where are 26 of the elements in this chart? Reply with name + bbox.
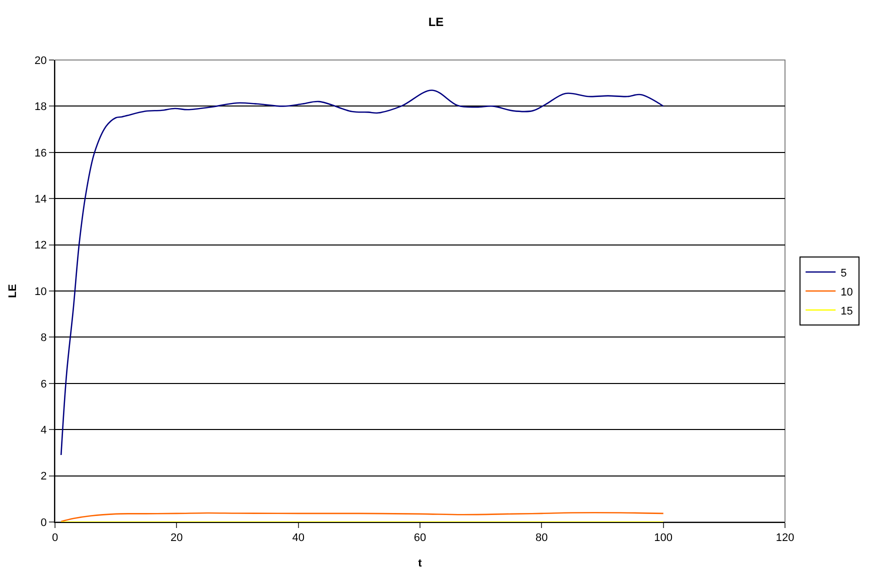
y-axis-title: LE <box>7 284 20 298</box>
y-tick-label: 14 <box>34 193 47 206</box>
x-tick-label: 100 <box>654 532 673 544</box>
y-tick-label: 12 <box>34 240 47 252</box>
legend-label: 10 <box>840 286 853 298</box>
y-tick-label: 10 <box>34 286 47 298</box>
y-tick-label: 16 <box>34 147 47 160</box>
x-tick-label: 60 <box>414 532 426 544</box>
x-tick-label: 80 <box>536 532 548 544</box>
y-tick-label: 6 <box>40 378 47 390</box>
legend-label: 5 <box>840 267 847 280</box>
y-tick-label: 4 <box>40 424 47 436</box>
x-tick-label: 120 <box>776 532 794 544</box>
x-tick-label: 40 <box>292 532 304 544</box>
line-series <box>60 90 664 456</box>
y-tick-label: 20 <box>34 54 47 67</box>
y-tick-label: 0 <box>40 516 47 529</box>
x-tick-label: 0 <box>52 532 58 544</box>
y-tick-label: 8 <box>40 332 47 344</box>
x-tick-label: 20 <box>170 532 183 544</box>
y-tick-label: 18 <box>34 101 47 114</box>
x-axis-title: t <box>418 557 422 570</box>
y-tick-label: 2 <box>40 470 47 483</box>
chart-title: LE <box>428 14 444 29</box>
legend-label: 15 <box>840 305 853 318</box>
line-series <box>60 512 664 522</box>
